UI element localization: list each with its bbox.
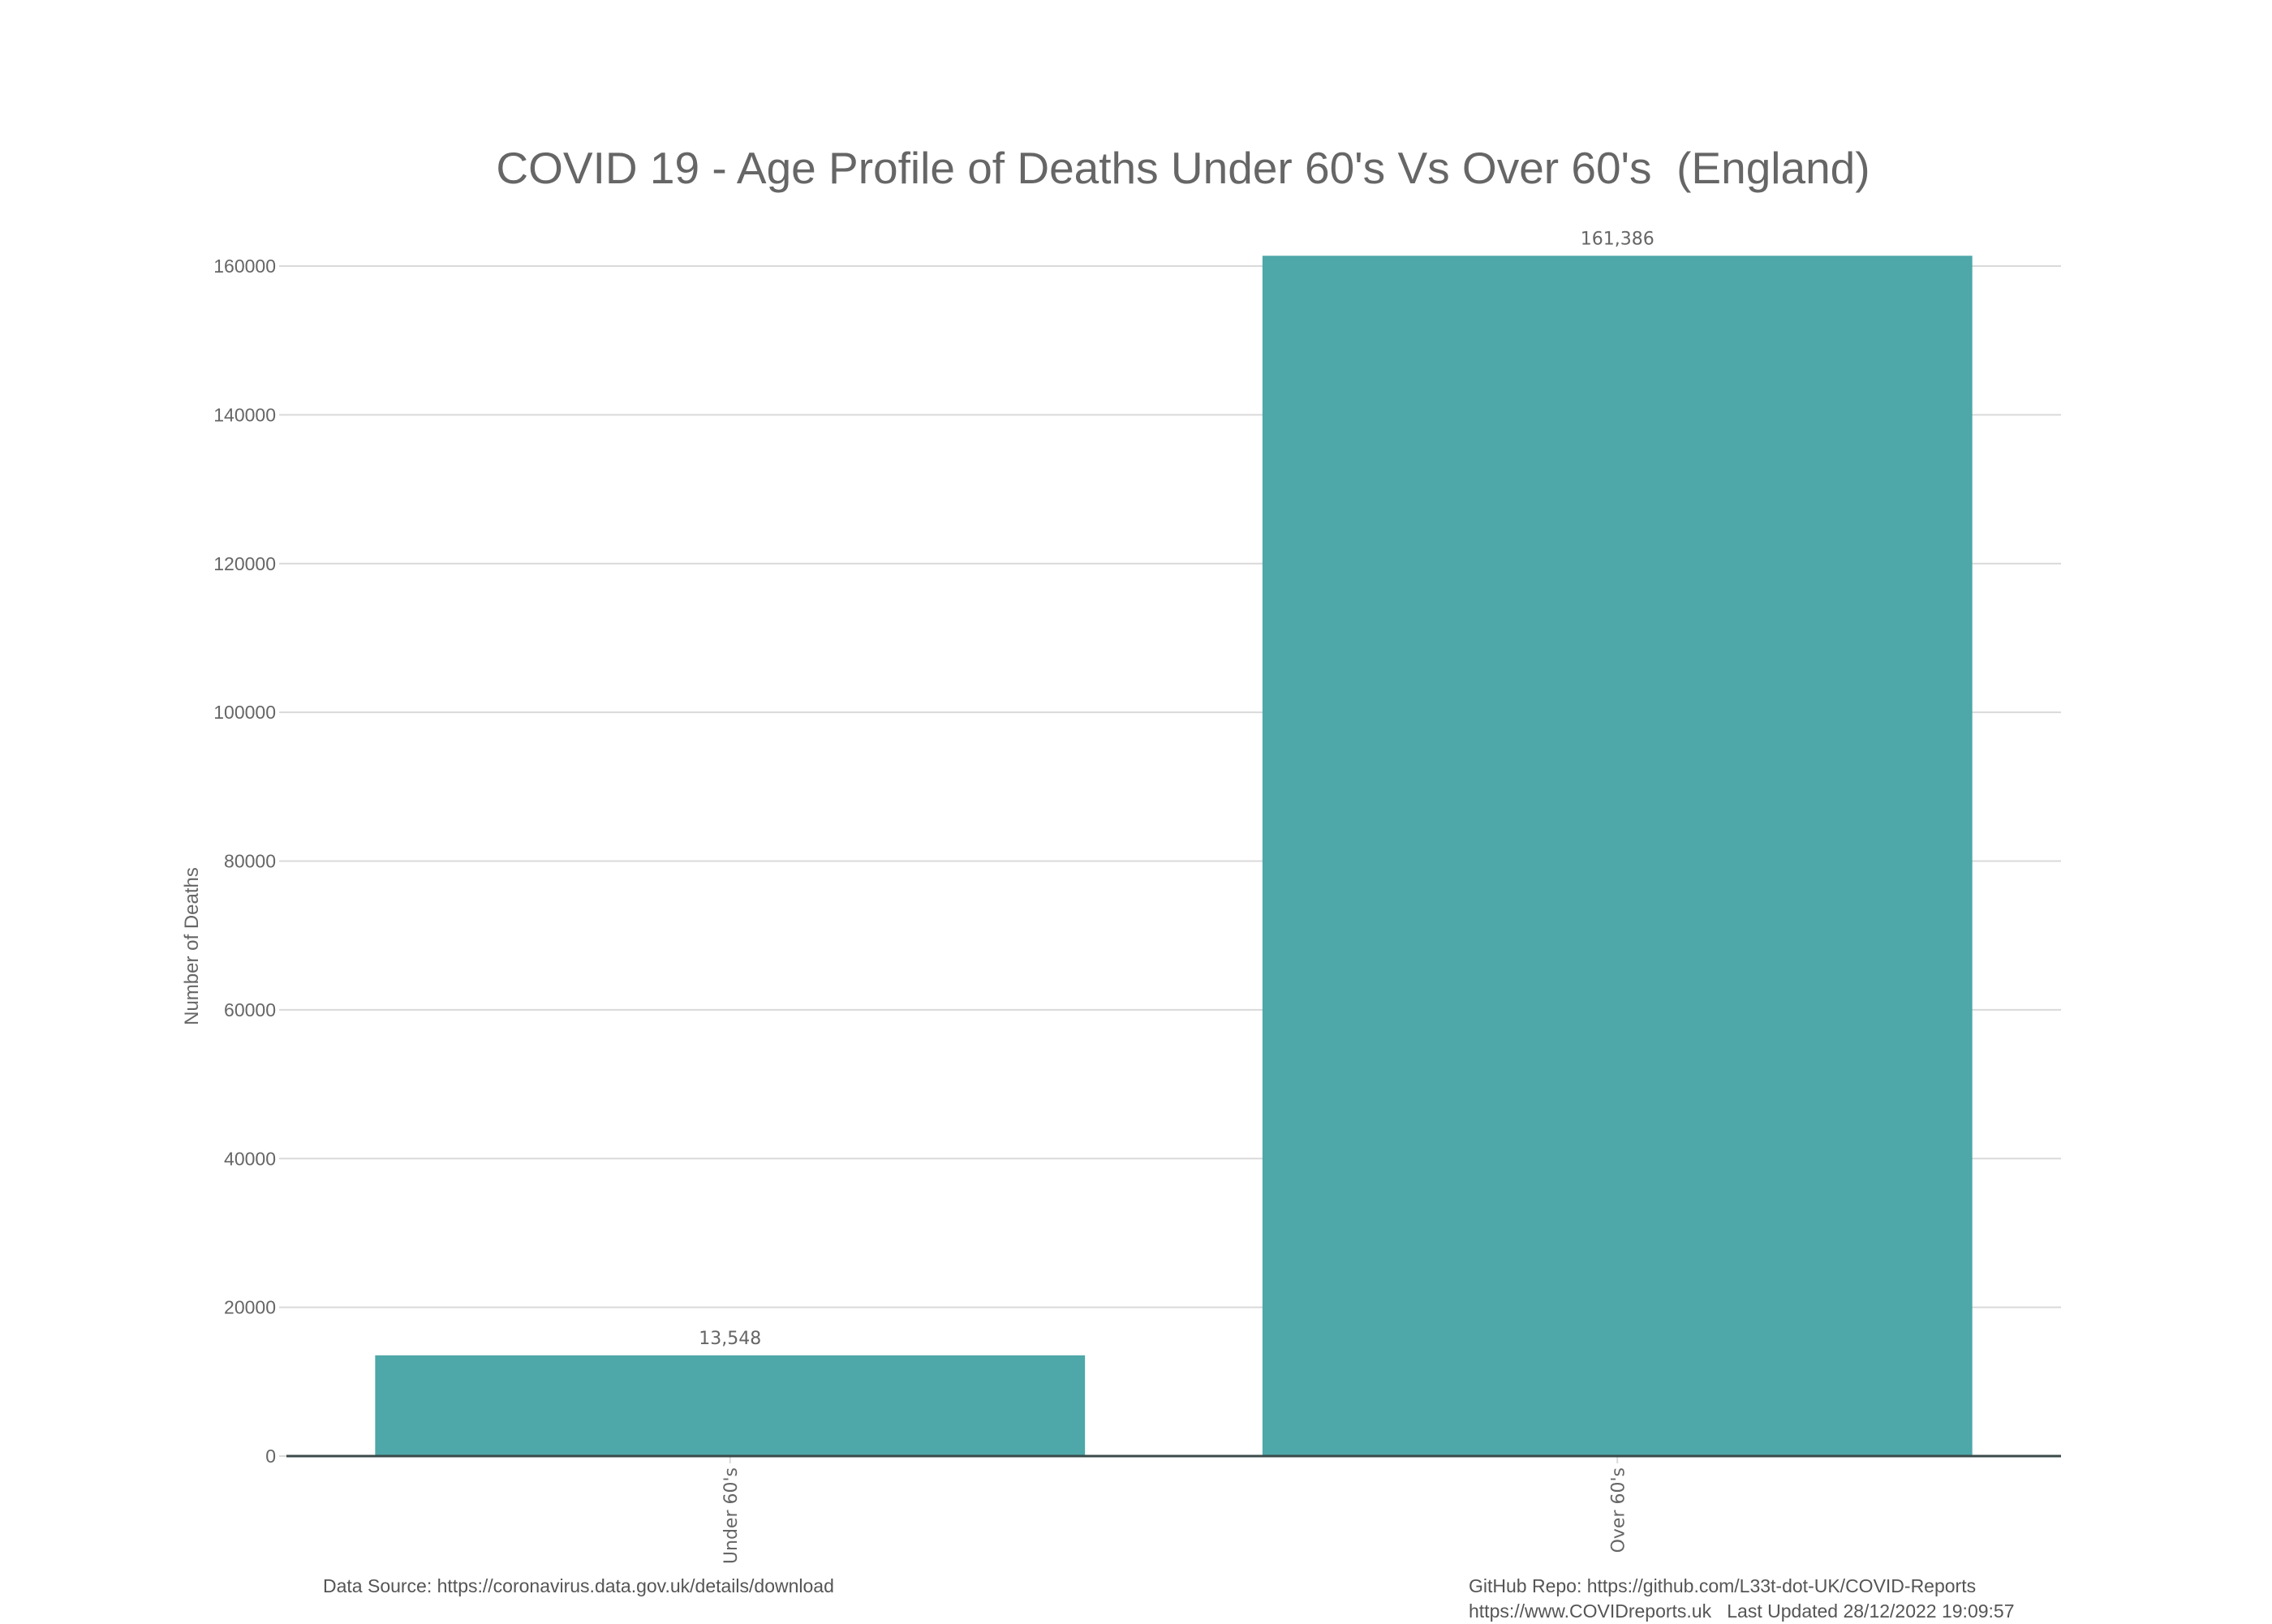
bar xyxy=(1262,256,1973,1456)
y-tick-label: 20000 xyxy=(224,1297,276,1318)
website-updated-note: https://www.COVIDreports.uk Last Updated… xyxy=(1469,1600,2015,1622)
data-source-note: Data Source: https://coronavirus.data.go… xyxy=(323,1575,834,1596)
y-tick-label: 40000 xyxy=(224,1148,276,1169)
x-tick-label: Under 60's xyxy=(721,1467,742,1564)
bar-value-label: 161,386 xyxy=(1581,229,1655,249)
y-tick-label: 120000 xyxy=(213,553,276,574)
y-axis-ticks: 0 20000 40000 60000 80000 100000 120000 140000 1… xyxy=(213,256,276,1467)
y-tick-label: 160000 xyxy=(213,256,276,277)
y-tick-label: 100000 xyxy=(213,702,276,723)
y-tick-label: 80000 xyxy=(224,851,276,872)
bar xyxy=(375,1355,1086,1456)
bars xyxy=(375,256,1973,1456)
y-tick-label: 60000 xyxy=(224,999,276,1020)
github-repo-note: GitHub Repo: https://github.com/L33t-dot… xyxy=(1469,1575,1977,1596)
y-axis-title: Number of Deaths xyxy=(181,867,203,1025)
x-tick-label: Over 60's xyxy=(1608,1467,1629,1553)
data-labels: 13,548 161,386 xyxy=(699,229,1654,1348)
y-tick-label: 140000 xyxy=(213,404,276,425)
bar-value-label: 13,548 xyxy=(699,1329,761,1349)
chart-title: COVID 19 - Age Profile of Deaths Under 6… xyxy=(496,143,1870,193)
x-axis-ticks: Under 60's Over 60's xyxy=(721,1456,1629,1564)
y-tick-label: 0 xyxy=(265,1446,276,1467)
